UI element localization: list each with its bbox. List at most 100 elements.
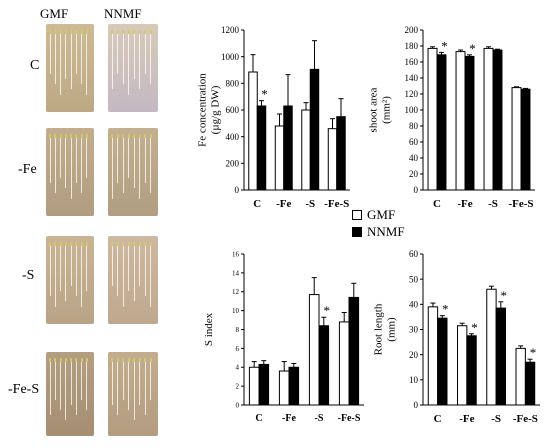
seedling-root bbox=[54, 138, 56, 194]
seedling-root bbox=[117, 362, 118, 415]
significance-marker: * bbox=[530, 345, 537, 360]
bar-gmf bbox=[278, 370, 290, 406]
category-label: -Fe-S bbox=[508, 198, 533, 210]
seedling bbox=[85, 134, 88, 138]
y-axis-label: Fe concentration bbox=[197, 73, 209, 147]
legend-item-gmf: GMF bbox=[352, 206, 442, 223]
seedling bbox=[111, 30, 113, 34]
seedling bbox=[64, 134, 67, 138]
seedling-root bbox=[117, 34, 118, 74]
bar-nnmf bbox=[309, 68, 320, 191]
seedling-root bbox=[133, 362, 135, 420]
seedling bbox=[49, 134, 51, 138]
seedling-root bbox=[65, 246, 67, 302]
bar-gmf bbox=[427, 306, 439, 406]
significance-marker: * bbox=[469, 41, 476, 56]
category-label: -Fe bbox=[459, 413, 474, 425]
seedling-root bbox=[60, 34, 61, 95]
seedling-root bbox=[65, 362, 67, 420]
plate-nnmf-fe-s bbox=[108, 352, 158, 436]
category-label: C bbox=[253, 198, 261, 210]
seedling bbox=[49, 242, 51, 246]
category-label: C bbox=[434, 413, 442, 425]
row-label-s: -S bbox=[22, 268, 35, 283]
seedling bbox=[138, 242, 141, 246]
column-label-nnmf: NNMF bbox=[104, 6, 142, 21]
bar-nnmf bbox=[466, 335, 477, 406]
seedling-root bbox=[70, 246, 72, 286]
legend-item-nnmf: NNMF bbox=[352, 223, 442, 240]
bar-gmf bbox=[274, 125, 285, 191]
y-tick-label: 1200 bbox=[221, 25, 240, 35]
seedling bbox=[59, 134, 62, 138]
seedling bbox=[122, 30, 124, 34]
seedling-root bbox=[86, 362, 88, 410]
seedling-root bbox=[86, 138, 88, 178]
category-label: -Fe-S bbox=[324, 198, 349, 210]
bar-nnmf bbox=[318, 325, 330, 406]
seedling bbox=[149, 134, 152, 138]
seedling-root bbox=[81, 362, 82, 400]
seedling bbox=[85, 30, 88, 34]
legend-swatch-nnmf bbox=[352, 226, 362, 237]
seedling bbox=[70, 30, 72, 34]
seedling-root bbox=[81, 138, 82, 194]
seedling bbox=[80, 242, 83, 246]
seedling-root bbox=[150, 362, 151, 400]
significance-marker: * bbox=[441, 38, 448, 53]
seedling bbox=[116, 242, 119, 246]
seedling bbox=[80, 30, 83, 34]
seedling bbox=[85, 358, 88, 362]
seedling-root bbox=[128, 138, 129, 178]
seedling-root bbox=[122, 362, 124, 400]
seedling-root bbox=[75, 362, 77, 415]
y-tick-label: 40 bbox=[409, 299, 419, 309]
seedling bbox=[133, 30, 135, 34]
y-tick-label: 20 bbox=[409, 350, 419, 360]
y-axis-label: (mm²) bbox=[381, 96, 393, 124]
seedling bbox=[127, 134, 130, 138]
significance-marker: * bbox=[261, 87, 268, 102]
row-label-c: C bbox=[30, 58, 40, 73]
category-label: C bbox=[255, 413, 262, 424]
y-tick-label: 80 bbox=[409, 121, 419, 131]
seedling bbox=[116, 30, 119, 34]
seedling bbox=[133, 134, 135, 138]
legend-label-nnmf: NNMF bbox=[367, 223, 405, 239]
seedling-root bbox=[49, 34, 51, 74]
seedling-root bbox=[54, 34, 56, 85]
significance-marker: * bbox=[501, 288, 508, 303]
seedling-root bbox=[86, 246, 88, 291]
plate-nnmf-fe bbox=[108, 128, 158, 216]
seedling-root bbox=[70, 138, 72, 199]
category-label: -S bbox=[491, 413, 501, 425]
bar-nnmf bbox=[288, 366, 300, 406]
seedling-root bbox=[81, 246, 82, 307]
seedling bbox=[133, 358, 135, 362]
y-axis-label: Root length bbox=[373, 303, 385, 355]
y-tick-label: 10 bbox=[232, 307, 240, 315]
y-tick-label: 6 bbox=[236, 345, 240, 353]
plate-gmf-c bbox=[46, 24, 94, 112]
y-tick-label: 12 bbox=[232, 288, 240, 296]
seedling bbox=[75, 358, 78, 362]
seedling-root bbox=[70, 362, 72, 405]
seedling bbox=[127, 358, 130, 362]
y-tick-label: 2 bbox=[236, 383, 240, 391]
seedling-root bbox=[54, 362, 56, 400]
bar-nnmf bbox=[437, 317, 448, 406]
seedling bbox=[70, 242, 72, 246]
significance-marker: * bbox=[324, 303, 331, 318]
y-tick-label: 100 bbox=[405, 105, 419, 115]
significance-marker: * bbox=[471, 320, 478, 335]
seedling bbox=[144, 358, 146, 362]
bar-nnmf bbox=[492, 49, 503, 191]
seedling bbox=[54, 134, 57, 138]
seedling-root bbox=[60, 246, 61, 291]
seedling-root bbox=[144, 362, 146, 415]
y-tick-label: 4 bbox=[236, 364, 240, 372]
seedling-root bbox=[49, 138, 51, 183]
seedling bbox=[54, 358, 57, 362]
y-tick-label: 200 bbox=[226, 158, 240, 168]
y-tick-label: 0 bbox=[236, 401, 240, 409]
